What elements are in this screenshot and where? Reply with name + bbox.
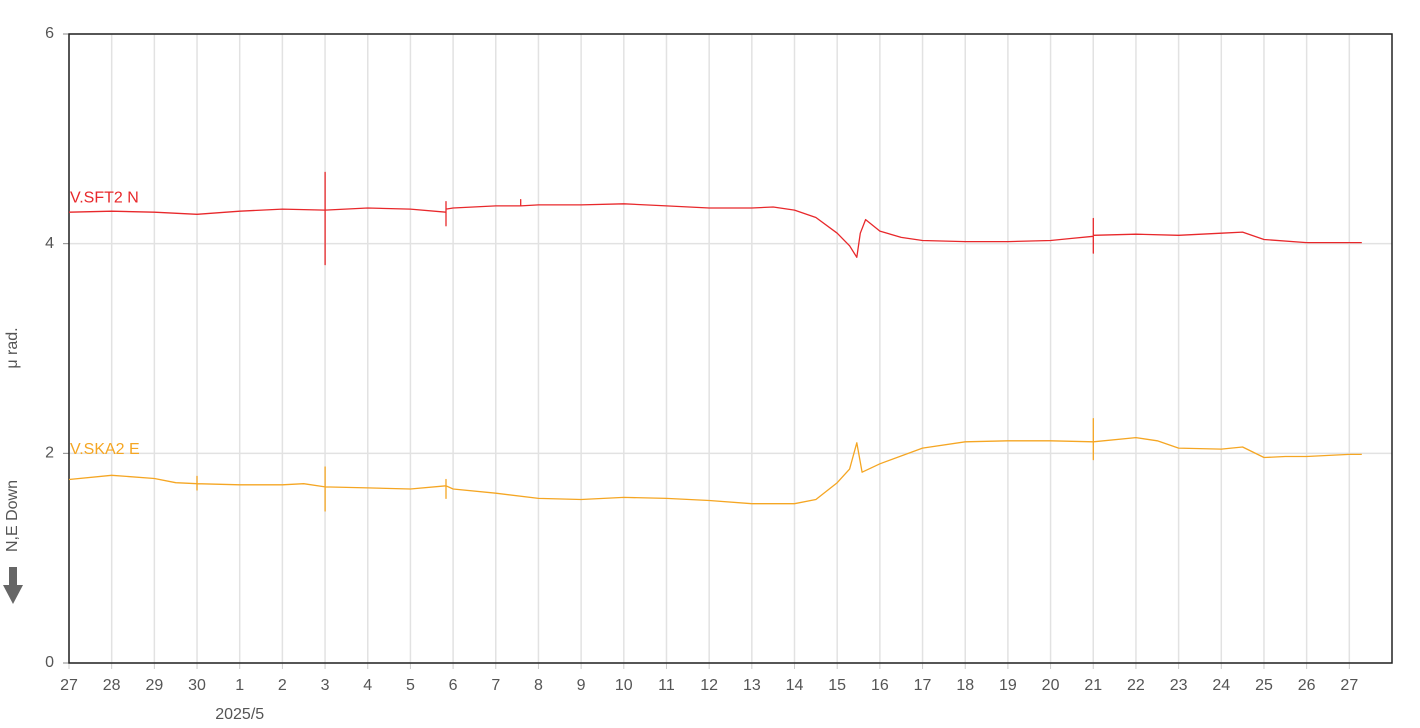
- x-tick-label: 14: [786, 677, 804, 694]
- y-tick-label: 6: [45, 25, 54, 42]
- x-tick-label: 3: [321, 677, 330, 694]
- x-tick-label: 24: [1212, 677, 1230, 694]
- x-tick-label: 16: [871, 677, 889, 694]
- x-tick-label: 26: [1298, 677, 1316, 694]
- down-arrow-icon: [3, 567, 23, 604]
- x-tick-label: 25: [1255, 677, 1273, 694]
- x-tick-label: 28: [103, 677, 121, 694]
- x-tick-label: 5: [406, 677, 415, 694]
- x-tick-label: 8: [534, 677, 543, 694]
- y-tick-label: 4: [45, 235, 54, 252]
- series-label: V.SFT2 N: [70, 189, 139, 206]
- x-tick-label: 27: [1340, 677, 1358, 694]
- x-tick-label: 2: [278, 677, 287, 694]
- y-tick-label: 2: [45, 445, 54, 462]
- x-tick-label: 10: [615, 677, 633, 694]
- series-label: V.SKA2 E: [70, 441, 140, 458]
- x-tick-label: 13: [743, 677, 761, 694]
- x-tick-label: 21: [1084, 677, 1102, 694]
- x-tick-label: 19: [999, 677, 1017, 694]
- x-tick-label: 15: [828, 677, 846, 694]
- x-tick-label: 27: [60, 677, 78, 694]
- x-tick-label: 9: [577, 677, 586, 694]
- x-tick-label: 12: [700, 677, 718, 694]
- x-tick-label: 29: [145, 677, 163, 694]
- y-tick-label: 0: [45, 654, 54, 671]
- direction-label: N,E Down: [4, 480, 21, 552]
- plot-frame: [68, 33, 1393, 664]
- y-axis-label: μ rad.: [4, 327, 21, 368]
- x-tick-label: 1: [235, 677, 244, 694]
- x-tick-label: 23: [1170, 677, 1188, 694]
- x-tick-label: 4: [363, 677, 372, 694]
- x-tick-label: 7: [491, 677, 500, 694]
- series-line: [68, 418, 1362, 512]
- x-tick-label: 20: [1042, 677, 1060, 694]
- x-tick-label: 17: [914, 677, 932, 694]
- x-tick-label: 22: [1127, 677, 1145, 694]
- x-tick-label: 6: [449, 677, 458, 694]
- x-group-label: 2025/5: [215, 706, 264, 723]
- x-tick-label: 18: [956, 677, 974, 694]
- x-tick-label: 11: [658, 677, 675, 694]
- x-tick-label: 30: [188, 677, 206, 694]
- series-line: [68, 171, 1362, 266]
